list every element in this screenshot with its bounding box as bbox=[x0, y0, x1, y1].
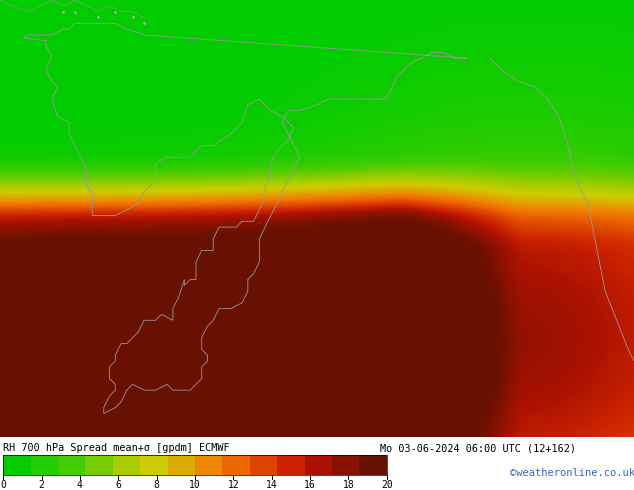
FancyBboxPatch shape bbox=[195, 455, 223, 475]
Text: Mo 03-06-2024 06:00 UTC (12+162): Mo 03-06-2024 06:00 UTC (12+162) bbox=[380, 443, 576, 453]
FancyBboxPatch shape bbox=[359, 455, 387, 475]
Text: 18: 18 bbox=[342, 480, 354, 490]
FancyBboxPatch shape bbox=[304, 455, 332, 475]
FancyBboxPatch shape bbox=[140, 455, 167, 475]
Text: 14: 14 bbox=[266, 480, 278, 490]
Point bbox=[127, 14, 138, 22]
Text: 8: 8 bbox=[153, 480, 160, 490]
FancyBboxPatch shape bbox=[167, 455, 195, 475]
FancyBboxPatch shape bbox=[250, 455, 277, 475]
Point bbox=[93, 14, 103, 22]
Text: 10: 10 bbox=[189, 480, 201, 490]
Text: RH 700 hPa Spread mean+σ [gpdm] ECMWF: RH 700 hPa Spread mean+σ [gpdm] ECMWF bbox=[3, 443, 230, 453]
Point bbox=[58, 8, 68, 16]
Text: 4: 4 bbox=[77, 480, 83, 490]
Text: ©weatheronline.co.uk: ©weatheronline.co.uk bbox=[510, 468, 634, 478]
FancyBboxPatch shape bbox=[113, 455, 140, 475]
FancyBboxPatch shape bbox=[86, 455, 113, 475]
Point bbox=[139, 20, 149, 27]
Point bbox=[70, 8, 80, 16]
FancyBboxPatch shape bbox=[332, 455, 359, 475]
Text: 20: 20 bbox=[381, 480, 392, 490]
FancyBboxPatch shape bbox=[30, 455, 58, 475]
FancyBboxPatch shape bbox=[3, 455, 30, 475]
Text: 12: 12 bbox=[228, 480, 239, 490]
FancyBboxPatch shape bbox=[223, 455, 250, 475]
Text: 6: 6 bbox=[115, 480, 121, 490]
Text: 16: 16 bbox=[304, 480, 316, 490]
Text: 0: 0 bbox=[0, 480, 6, 490]
FancyBboxPatch shape bbox=[277, 455, 304, 475]
Point bbox=[110, 8, 120, 16]
FancyBboxPatch shape bbox=[58, 455, 86, 475]
Text: 2: 2 bbox=[39, 480, 44, 490]
